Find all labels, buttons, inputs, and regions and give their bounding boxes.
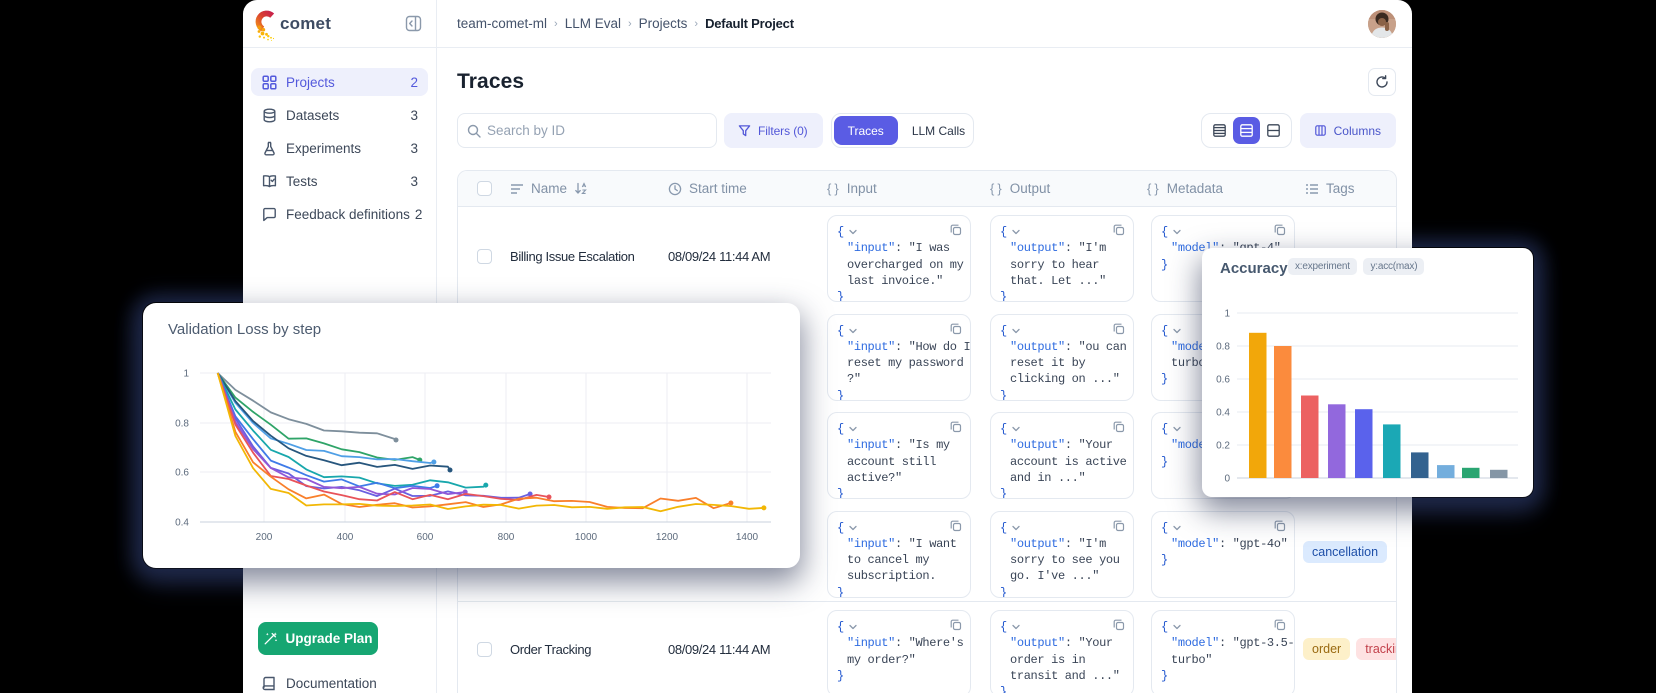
svg-text:1000: 1000: [575, 532, 598, 543]
svg-text:0.8: 0.8: [175, 419, 189, 430]
svg-text:0.4: 0.4: [175, 518, 189, 529]
svg-text:1: 1: [183, 369, 189, 380]
svg-text:1200: 1200: [656, 532, 679, 543]
svg-text:0.2: 0.2: [1216, 441, 1230, 452]
svg-text:800: 800: [498, 532, 515, 543]
svg-text:0.6: 0.6: [1216, 375, 1230, 386]
svg-text:200: 200: [256, 532, 273, 543]
svg-text:400: 400: [337, 532, 354, 543]
svg-text:0: 0: [1224, 474, 1230, 485]
svg-text:0.6: 0.6: [175, 468, 189, 479]
svg-text:1400: 1400: [736, 532, 759, 543]
svg-text:0.4: 0.4: [1216, 408, 1230, 419]
svg-text:1: 1: [1224, 309, 1230, 320]
svg-text:600: 600: [417, 532, 434, 543]
svg-text:0.8: 0.8: [1216, 342, 1230, 353]
